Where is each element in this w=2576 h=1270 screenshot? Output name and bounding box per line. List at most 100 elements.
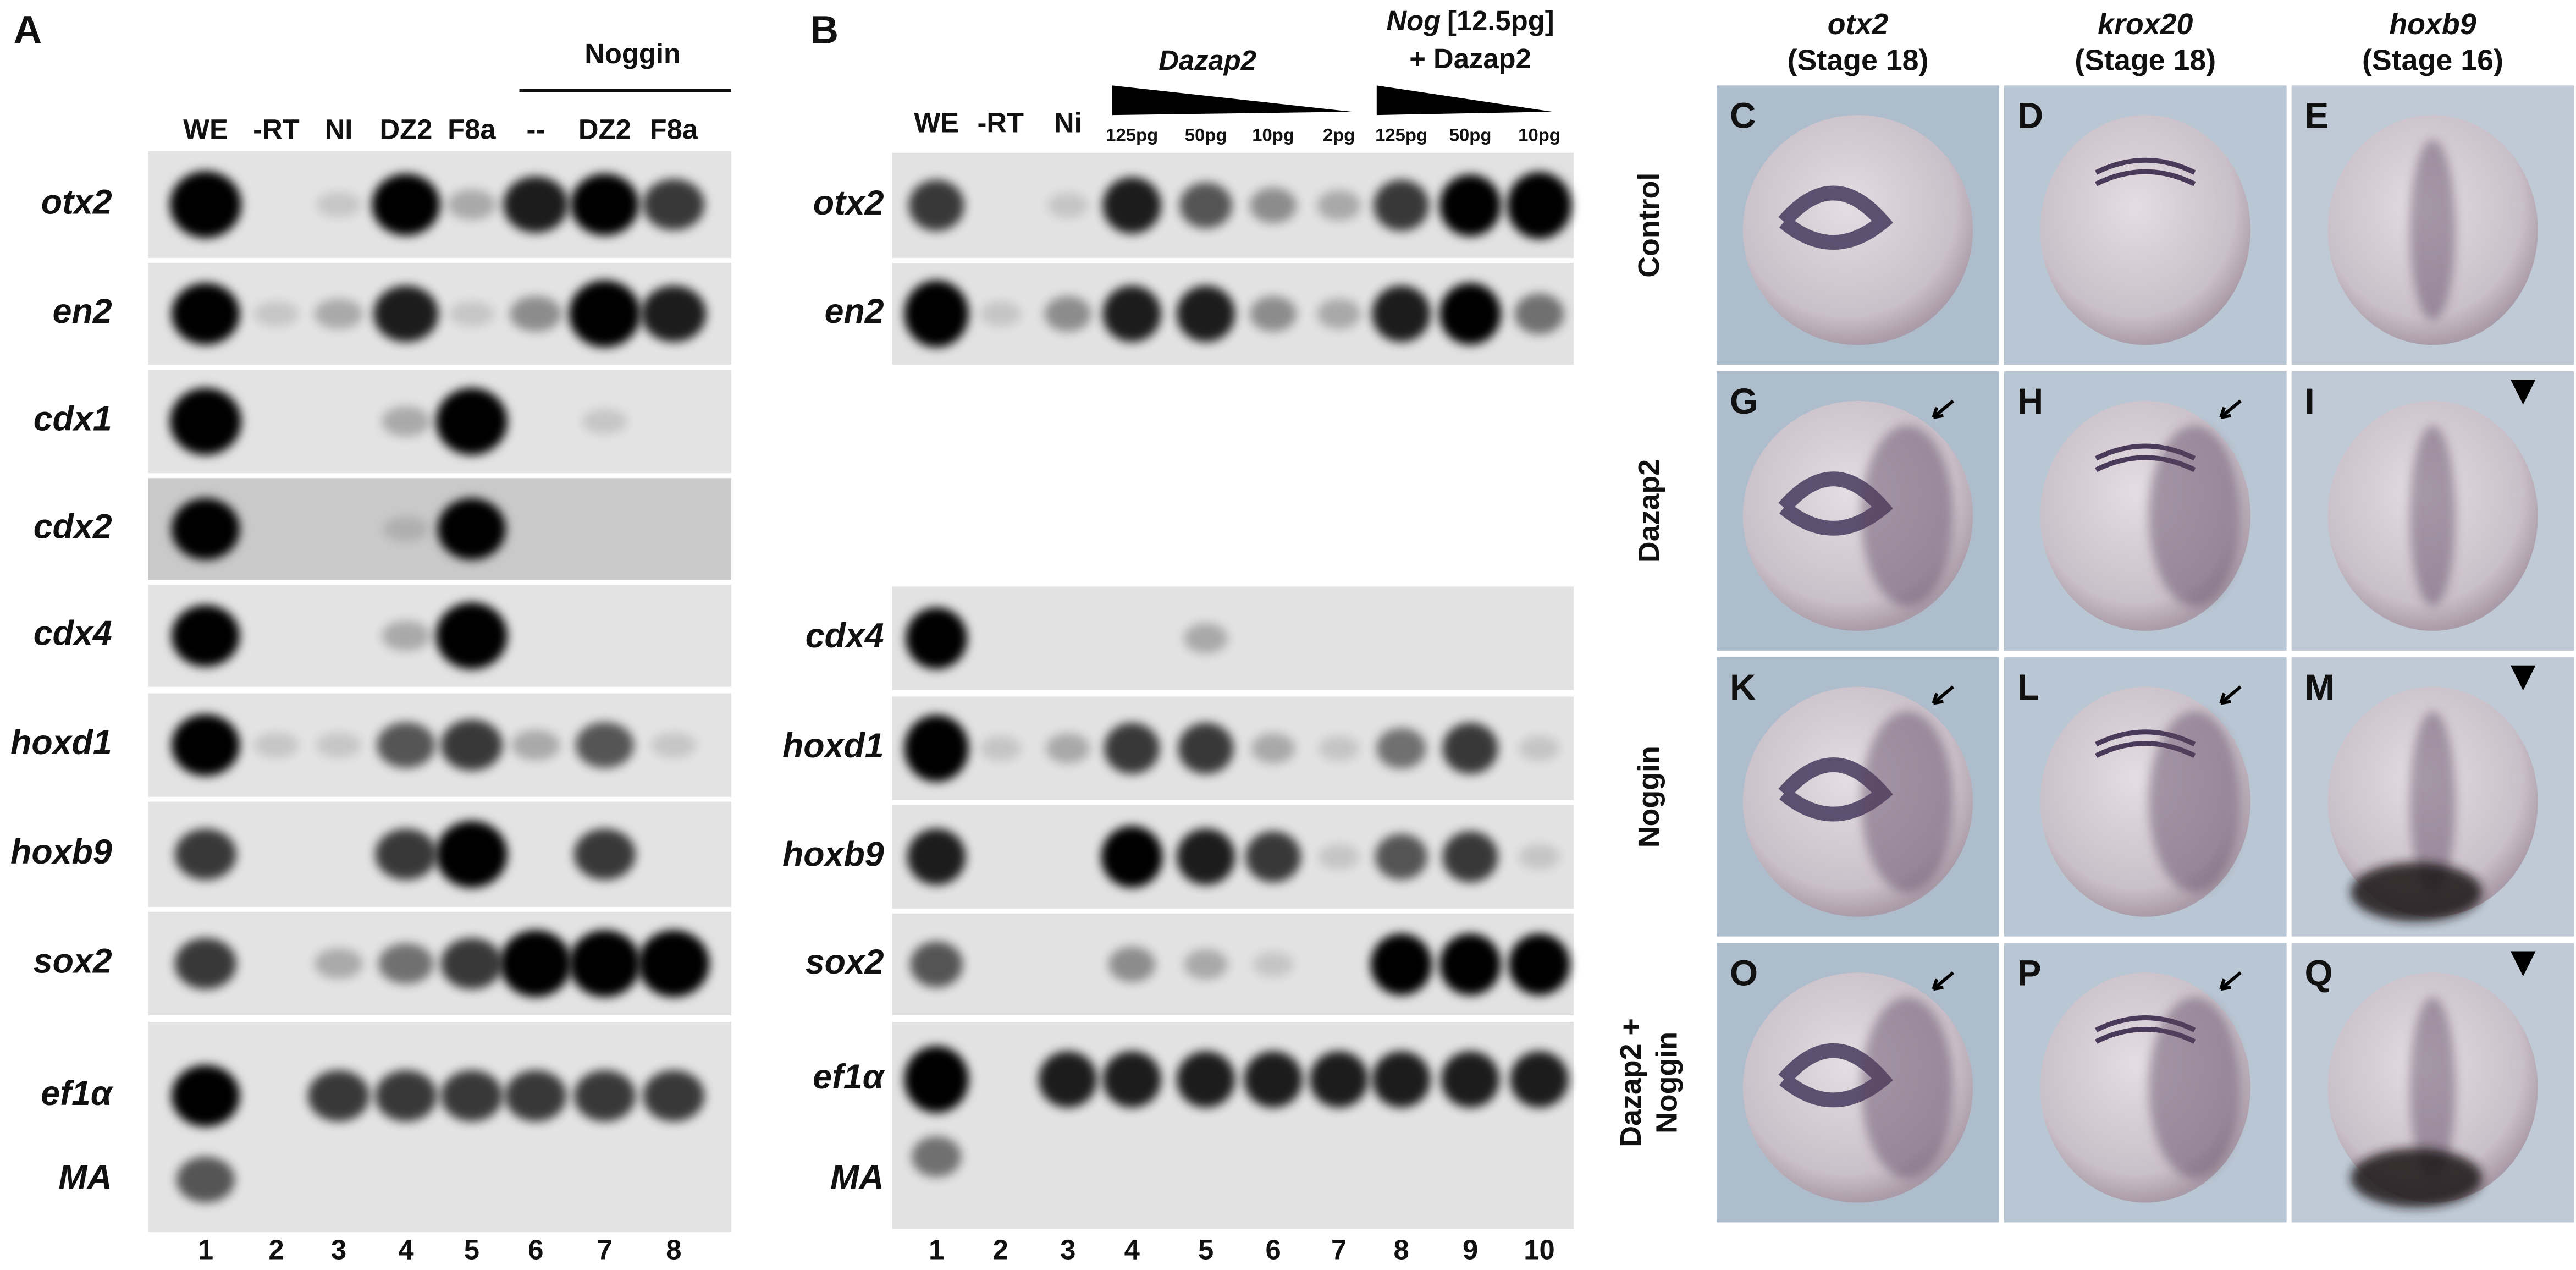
stain — [2148, 425, 2241, 607]
gel-band — [651, 732, 697, 758]
gel-band — [641, 285, 707, 342]
gene-label: hoxd1 — [10, 723, 112, 762]
gel-band — [1176, 285, 1235, 342]
gel-band — [906, 607, 968, 669]
lane-label: NI — [325, 113, 353, 145]
gel-band — [1244, 1051, 1303, 1108]
gel-band — [373, 285, 439, 342]
row-label-line: Noggin — [1651, 1032, 1684, 1134]
gel-band — [253, 301, 299, 327]
gel-band — [1317, 190, 1361, 221]
gene-label: hoxb9 — [782, 835, 884, 873]
gel-band — [171, 714, 240, 776]
gel-band — [435, 388, 508, 455]
gel-band — [1245, 831, 1301, 883]
arrow — [2219, 685, 2242, 705]
lane-number: 8 — [1393, 1234, 1409, 1266]
gel-band — [912, 1136, 962, 1177]
stain — [2351, 862, 2483, 922]
gene-label: ef1α — [41, 1074, 114, 1113]
gene-label: cdx2 — [34, 507, 112, 546]
gel-band — [253, 732, 299, 758]
gel-band — [1519, 844, 1560, 870]
gel-band — [1178, 723, 1234, 774]
gel-band — [1442, 831, 1498, 883]
nog-name: Nog — [1386, 5, 1441, 36]
gel-band — [1510, 1051, 1569, 1108]
gel-band — [908, 179, 964, 231]
lane-label: WE — [914, 107, 959, 138]
gel-band — [1179, 182, 1232, 229]
lane-number: 2 — [268, 1234, 284, 1266]
column-gene: hoxb9 — [2389, 8, 2476, 41]
gene-label: en2 — [53, 292, 112, 331]
gel-band — [1376, 728, 1426, 769]
dose-triangle — [1376, 85, 1553, 116]
lane-label: DZ2 — [379, 113, 432, 145]
gene-label: hoxb9 — [10, 833, 112, 871]
gel-band — [1250, 296, 1297, 332]
gel-band — [503, 176, 569, 233]
lane-label: DZ2 — [578, 113, 631, 145]
gel-band — [505, 1070, 567, 1121]
gel-band — [1104, 723, 1160, 774]
gel-band — [447, 189, 497, 220]
stain — [2409, 139, 2456, 321]
arrow — [2511, 380, 2536, 405]
gel-band — [1519, 735, 1560, 761]
lane-number: 5 — [464, 1234, 479, 1266]
column-stage: (Stage 16) — [2362, 44, 2503, 77]
stain — [2409, 425, 2456, 607]
gene-label: MA — [830, 1158, 884, 1196]
gel-band — [980, 735, 1021, 761]
gel-band — [449, 301, 495, 327]
gel-band — [511, 730, 560, 761]
gel-band — [904, 1046, 969, 1113]
gel-band — [569, 930, 641, 997]
stain — [1861, 425, 1954, 607]
lane-number: 2 — [993, 1234, 1008, 1266]
panel-letter: Q — [2304, 953, 2332, 993]
nog-label: Nog [12.5pg] — [1386, 5, 1554, 36]
gel-band — [435, 821, 508, 888]
gel-band — [169, 171, 242, 238]
gel-band — [1102, 1051, 1161, 1108]
gene-label: ef1α — [813, 1058, 886, 1096]
gel-band — [378, 943, 434, 984]
gel-band — [1251, 733, 1295, 764]
lane-number: 1 — [198, 1234, 213, 1266]
gel-band — [570, 173, 639, 236]
gel-band — [1318, 844, 1360, 870]
lane-number: 6 — [528, 1234, 543, 1266]
gel-band — [171, 283, 240, 345]
gel-band — [316, 732, 362, 758]
gel-band — [1441, 1051, 1500, 1108]
lane-number: 6 — [1265, 1234, 1281, 1266]
gel-band — [907, 828, 966, 886]
gel-band — [1514, 293, 1564, 334]
gel-band — [638, 930, 710, 997]
gel-band — [1374, 179, 1430, 231]
stain — [2095, 157, 2196, 186]
lane-number: 10 — [1524, 1234, 1554, 1266]
gene-label: sox2 — [806, 943, 884, 981]
stain — [2148, 997, 2241, 1178]
column-stage: (Stage 18) — [2075, 44, 2216, 77]
gene-label: en2 — [825, 292, 884, 331]
gel-band — [1439, 283, 1501, 345]
lane-label: -RT — [977, 107, 1024, 138]
gel-band — [910, 941, 963, 988]
gel-band — [1370, 933, 1432, 996]
gel-band — [573, 1070, 636, 1121]
panel-label: B — [810, 8, 839, 52]
dose-label: 10pg — [1252, 125, 1294, 145]
gel-band — [169, 388, 242, 455]
arrow — [1932, 685, 1955, 705]
gel-band — [1309, 1051, 1369, 1108]
dose-label: 125pg — [1375, 125, 1427, 145]
gel-band — [1108, 947, 1156, 982]
gel-band — [643, 179, 705, 230]
gel-band — [1507, 172, 1572, 239]
gel-band — [383, 516, 429, 542]
